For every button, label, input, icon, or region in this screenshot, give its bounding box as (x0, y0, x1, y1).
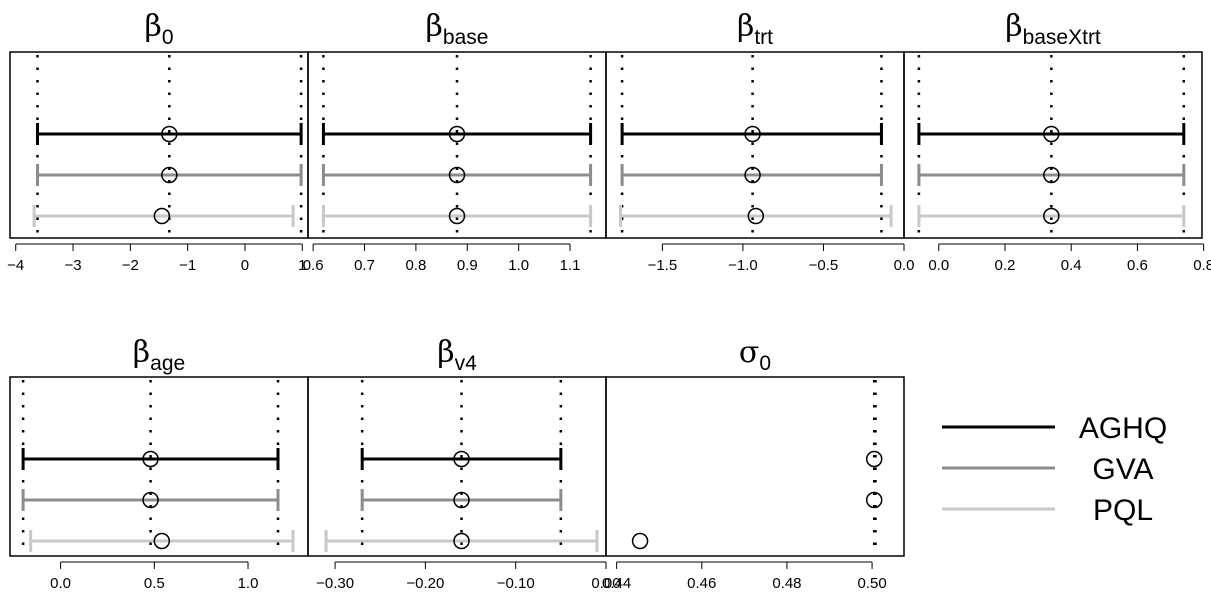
estimate-point-pql (448, 207, 466, 225)
x-tick-label: −1.5 (648, 257, 678, 274)
panel-title: βage (133, 335, 185, 375)
panel-title: βv4 (437, 335, 477, 375)
estimate-point-pql (1043, 207, 1060, 225)
estimate-point-gva (161, 166, 178, 184)
panel-title: β0 (144, 9, 173, 49)
panel-0: β0−4 −3 −2 −1 0 1 (7, 9, 309, 274)
estimate-point-gva (744, 166, 761, 184)
estimate-point-aghq (448, 125, 466, 143)
x-tick-label: −1 (179, 257, 196, 274)
panel-title-subscript: trt (754, 26, 773, 49)
panel-title-subscript: v4 (455, 352, 478, 375)
estimate-point-aghq (865, 450, 883, 468)
x-tick-label: 0.2 (995, 257, 1016, 274)
legend: AGHQ GVA PQL (942, 412, 1167, 527)
x-tick-label: −0.10 (497, 575, 535, 592)
x-tick-label: 0 (241, 257, 249, 274)
x-tick-label: 0.8 (405, 257, 426, 274)
panel-3: βbaseXtrt 0.0 0.2 0.4 0.6 0.8 (903, 9, 1211, 274)
estimate-point-aghq (453, 450, 470, 468)
panel-frame (605, 376, 905, 557)
x-tick-label: 0.0 (50, 575, 71, 592)
x-tick-label: 0.00 (591, 575, 620, 592)
estimate-point-aghq (744, 125, 761, 143)
panel-title-subscript: 0 (759, 352, 771, 375)
estimate-point-aghq (1043, 125, 1060, 143)
panel-title: βbase (426, 9, 489, 49)
x-tick-label: 1.1 (560, 257, 581, 274)
panel-title-symbol: β (1005, 9, 1022, 44)
x-tick-label: −0.20 (406, 575, 444, 592)
panel-5: βv4 −0.30 −0.20 −0.10 0.00 (307, 335, 621, 592)
panel-title-symbol: β (737, 9, 754, 44)
legend-label-aghq: AGHQ (1079, 412, 1167, 445)
panel-frame (605, 51, 905, 239)
x-tick-label: −2 (122, 257, 139, 274)
x-tick-label: −4 (7, 257, 24, 274)
estimate-point-pql (153, 532, 171, 550)
estimate-point-aghq (142, 450, 159, 468)
estimate-point-pql (747, 207, 765, 225)
x-tick-label: −0.30 (316, 575, 354, 592)
x-tick-label: 1.0 (238, 575, 259, 592)
x-tick-label: 0.46 (687, 575, 716, 592)
x-tick-label: 0.5 (144, 575, 165, 592)
estimate-point-pql (153, 207, 171, 225)
legend-label-gva: GVA (1092, 453, 1153, 486)
panel-title: σ0 (739, 335, 771, 375)
x-tick-label: 0.6 (303, 257, 324, 274)
estimate-point-gva (448, 166, 466, 184)
x-tick-label: 0.0 (894, 257, 915, 274)
panel-title-subscript: 0 (162, 26, 174, 49)
x-tick-label: −0.5 (809, 257, 839, 274)
x-tick-label: 0.4 (1061, 257, 1082, 274)
x-tick-label: 0.8 (1193, 257, 1211, 274)
x-tick-label: −3 (64, 257, 81, 274)
x-tick-label: 0.6 (1127, 257, 1148, 274)
panel-title-symbol: β (144, 9, 161, 44)
x-tick-label: 0.48 (772, 575, 801, 592)
x-tick-label: 1 (298, 257, 306, 274)
estimate-point-aghq (161, 125, 178, 143)
panel-title-subscript: age (150, 352, 185, 375)
estimate-point-gva (865, 491, 883, 509)
panel-frame (9, 51, 309, 239)
estimate-point-pql (453, 532, 470, 550)
estimate-point-gva (142, 491, 159, 509)
panel-title-symbol: β (437, 335, 454, 370)
panel-title-symbol: σ (739, 335, 759, 370)
panel-title-symbol: β (133, 335, 150, 370)
x-tick-label: 0.44 (602, 575, 631, 592)
estimate-point-gva (1043, 166, 1060, 184)
x-tick-label: 0.9 (457, 257, 478, 274)
panel-title-subscript: base (443, 26, 489, 49)
estimate-point-gva (453, 491, 470, 509)
panel-title-subscript: baseXtrt (1023, 26, 1101, 49)
estimate-point-pql (631, 532, 649, 550)
x-tick-label: 0.7 (354, 257, 375, 274)
legend-label-pql: PQL (1093, 494, 1153, 527)
panel-6: σ0 0.44 0.46 0.48 0.50 (602, 335, 905, 592)
panel-title-symbol: β (426, 9, 443, 44)
x-tick-label: 0.50 (857, 575, 886, 592)
panel-4: βage 0.0 0.5 1.0 (9, 335, 309, 592)
panel-frame (903, 51, 1203, 239)
panel-1: βbase 0.6 0.7 0.8 0.9 1.0 1.1 (303, 9, 607, 274)
panel-frame (9, 376, 309, 557)
x-tick-label: 1.0 (508, 257, 529, 274)
panel-2: βtrt −1.5 −1.0 −0.5 0.0 (605, 9, 915, 274)
panel-title: βbaseXtrt (1005, 9, 1101, 49)
panel-title: βtrt (737, 9, 773, 49)
x-tick-label: 0.0 (928, 257, 949, 274)
x-tick-label: −1.0 (728, 257, 758, 274)
